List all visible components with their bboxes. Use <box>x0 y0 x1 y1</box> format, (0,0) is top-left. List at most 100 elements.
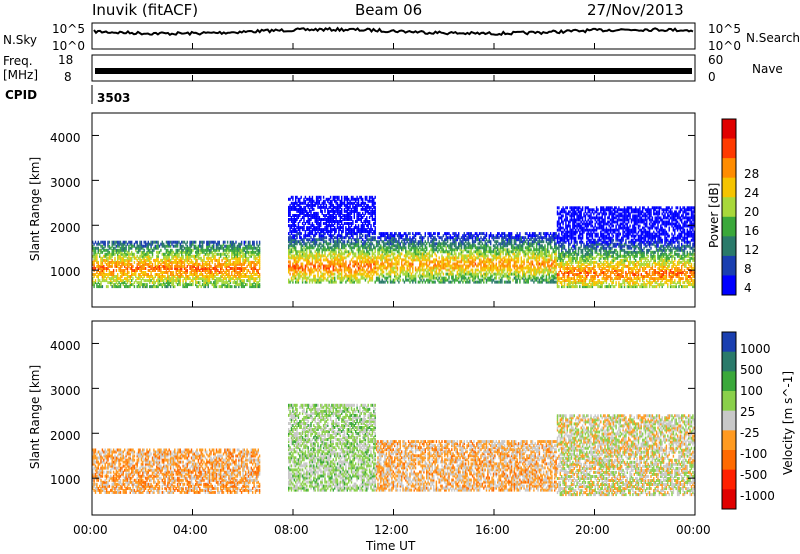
power-cell <box>485 272 488 276</box>
power-cell <box>295 228 297 232</box>
power-cell <box>297 272 300 276</box>
power-cell <box>199 242 201 246</box>
power-cell <box>258 277 261 281</box>
power-cell <box>334 236 336 240</box>
power-cell <box>483 238 485 242</box>
power-cell <box>293 222 295 225</box>
power-cell <box>169 279 172 283</box>
power-cell <box>371 238 374 242</box>
power-cell <box>407 274 410 278</box>
power-cell <box>362 266 364 270</box>
power-cell <box>359 236 361 240</box>
power-cell <box>353 226 355 230</box>
power-cell <box>225 256 227 260</box>
power-cell <box>210 240 212 244</box>
power-cell <box>484 250 486 254</box>
power-cell <box>385 232 388 236</box>
power-cell <box>112 250 115 254</box>
power-cell <box>356 242 358 246</box>
power-cell <box>242 254 244 258</box>
power-cell <box>339 209 341 213</box>
power-cell <box>157 267 159 270</box>
power-cell <box>399 274 401 278</box>
power-cell <box>419 262 421 266</box>
power-cell <box>434 266 436 270</box>
power-cell <box>222 256 225 260</box>
power-cell <box>480 250 482 254</box>
power-cell <box>332 238 334 242</box>
power-cell <box>181 267 183 270</box>
power-cell <box>360 240 362 244</box>
power-cell <box>210 281 212 285</box>
power-cell <box>142 271 144 274</box>
power-cell <box>124 258 126 262</box>
power-cell <box>398 260 400 264</box>
power-cell <box>172 283 175 287</box>
power-cell <box>331 214 333 217</box>
power-cell <box>345 264 347 268</box>
power-cell <box>417 256 420 260</box>
power-cell <box>311 240 314 244</box>
power-cell <box>292 268 294 272</box>
power-cell <box>256 283 258 287</box>
power-cell <box>165 258 168 262</box>
power-cell <box>321 274 323 278</box>
power-cell <box>186 248 188 252</box>
power-cell <box>407 244 410 248</box>
power-cell <box>427 258 429 262</box>
power-cell <box>474 244 477 248</box>
power-cell <box>217 244 219 248</box>
power-cell <box>420 278 422 282</box>
power-cell <box>426 270 428 274</box>
power-cell <box>401 270 403 274</box>
power-cell <box>156 273 158 276</box>
power-cell <box>97 242 99 246</box>
power-cell <box>441 280 443 284</box>
power-cell <box>445 238 447 242</box>
power-cell <box>356 211 358 215</box>
power-cell <box>355 268 357 272</box>
power-cell <box>409 240 411 244</box>
power-cell <box>306 211 308 215</box>
power-cell <box>256 246 258 250</box>
power-cell <box>292 262 294 266</box>
power-cell <box>179 246 181 250</box>
power-cell <box>396 262 399 266</box>
power-cell <box>175 269 177 272</box>
power-cell <box>142 260 144 264</box>
power-cell <box>346 218 348 221</box>
power-cell <box>466 280 468 284</box>
power-cell <box>338 205 340 209</box>
power-cell <box>321 234 323 238</box>
power-cell <box>355 262 357 266</box>
power-cell <box>186 246 188 250</box>
power-cell <box>329 262 332 266</box>
power-cell <box>444 276 446 280</box>
power-cell <box>171 240 173 244</box>
power-cell <box>466 266 468 270</box>
power-cell <box>253 269 255 272</box>
power-cell <box>350 207 353 211</box>
power-cell <box>101 262 104 266</box>
power-cell <box>401 240 403 244</box>
power-cell <box>258 250 261 254</box>
power-cell <box>350 195 353 199</box>
power-cell <box>125 279 127 283</box>
power-cell <box>220 246 222 250</box>
power-cell <box>153 279 155 283</box>
power-cell <box>310 226 312 230</box>
power-cell <box>99 254 101 258</box>
power-cell <box>398 244 400 248</box>
power-cell <box>195 260 197 264</box>
power-cell <box>322 238 325 242</box>
power-cell <box>406 250 408 254</box>
power-cell <box>382 248 385 252</box>
power-cell <box>488 268 490 272</box>
power-cell <box>213 285 215 289</box>
power-cell <box>428 242 431 246</box>
power-cell <box>389 276 392 280</box>
power-cell <box>438 248 440 252</box>
power-cell <box>221 283 223 287</box>
power-cell <box>208 271 211 274</box>
power-cell <box>196 271 198 274</box>
